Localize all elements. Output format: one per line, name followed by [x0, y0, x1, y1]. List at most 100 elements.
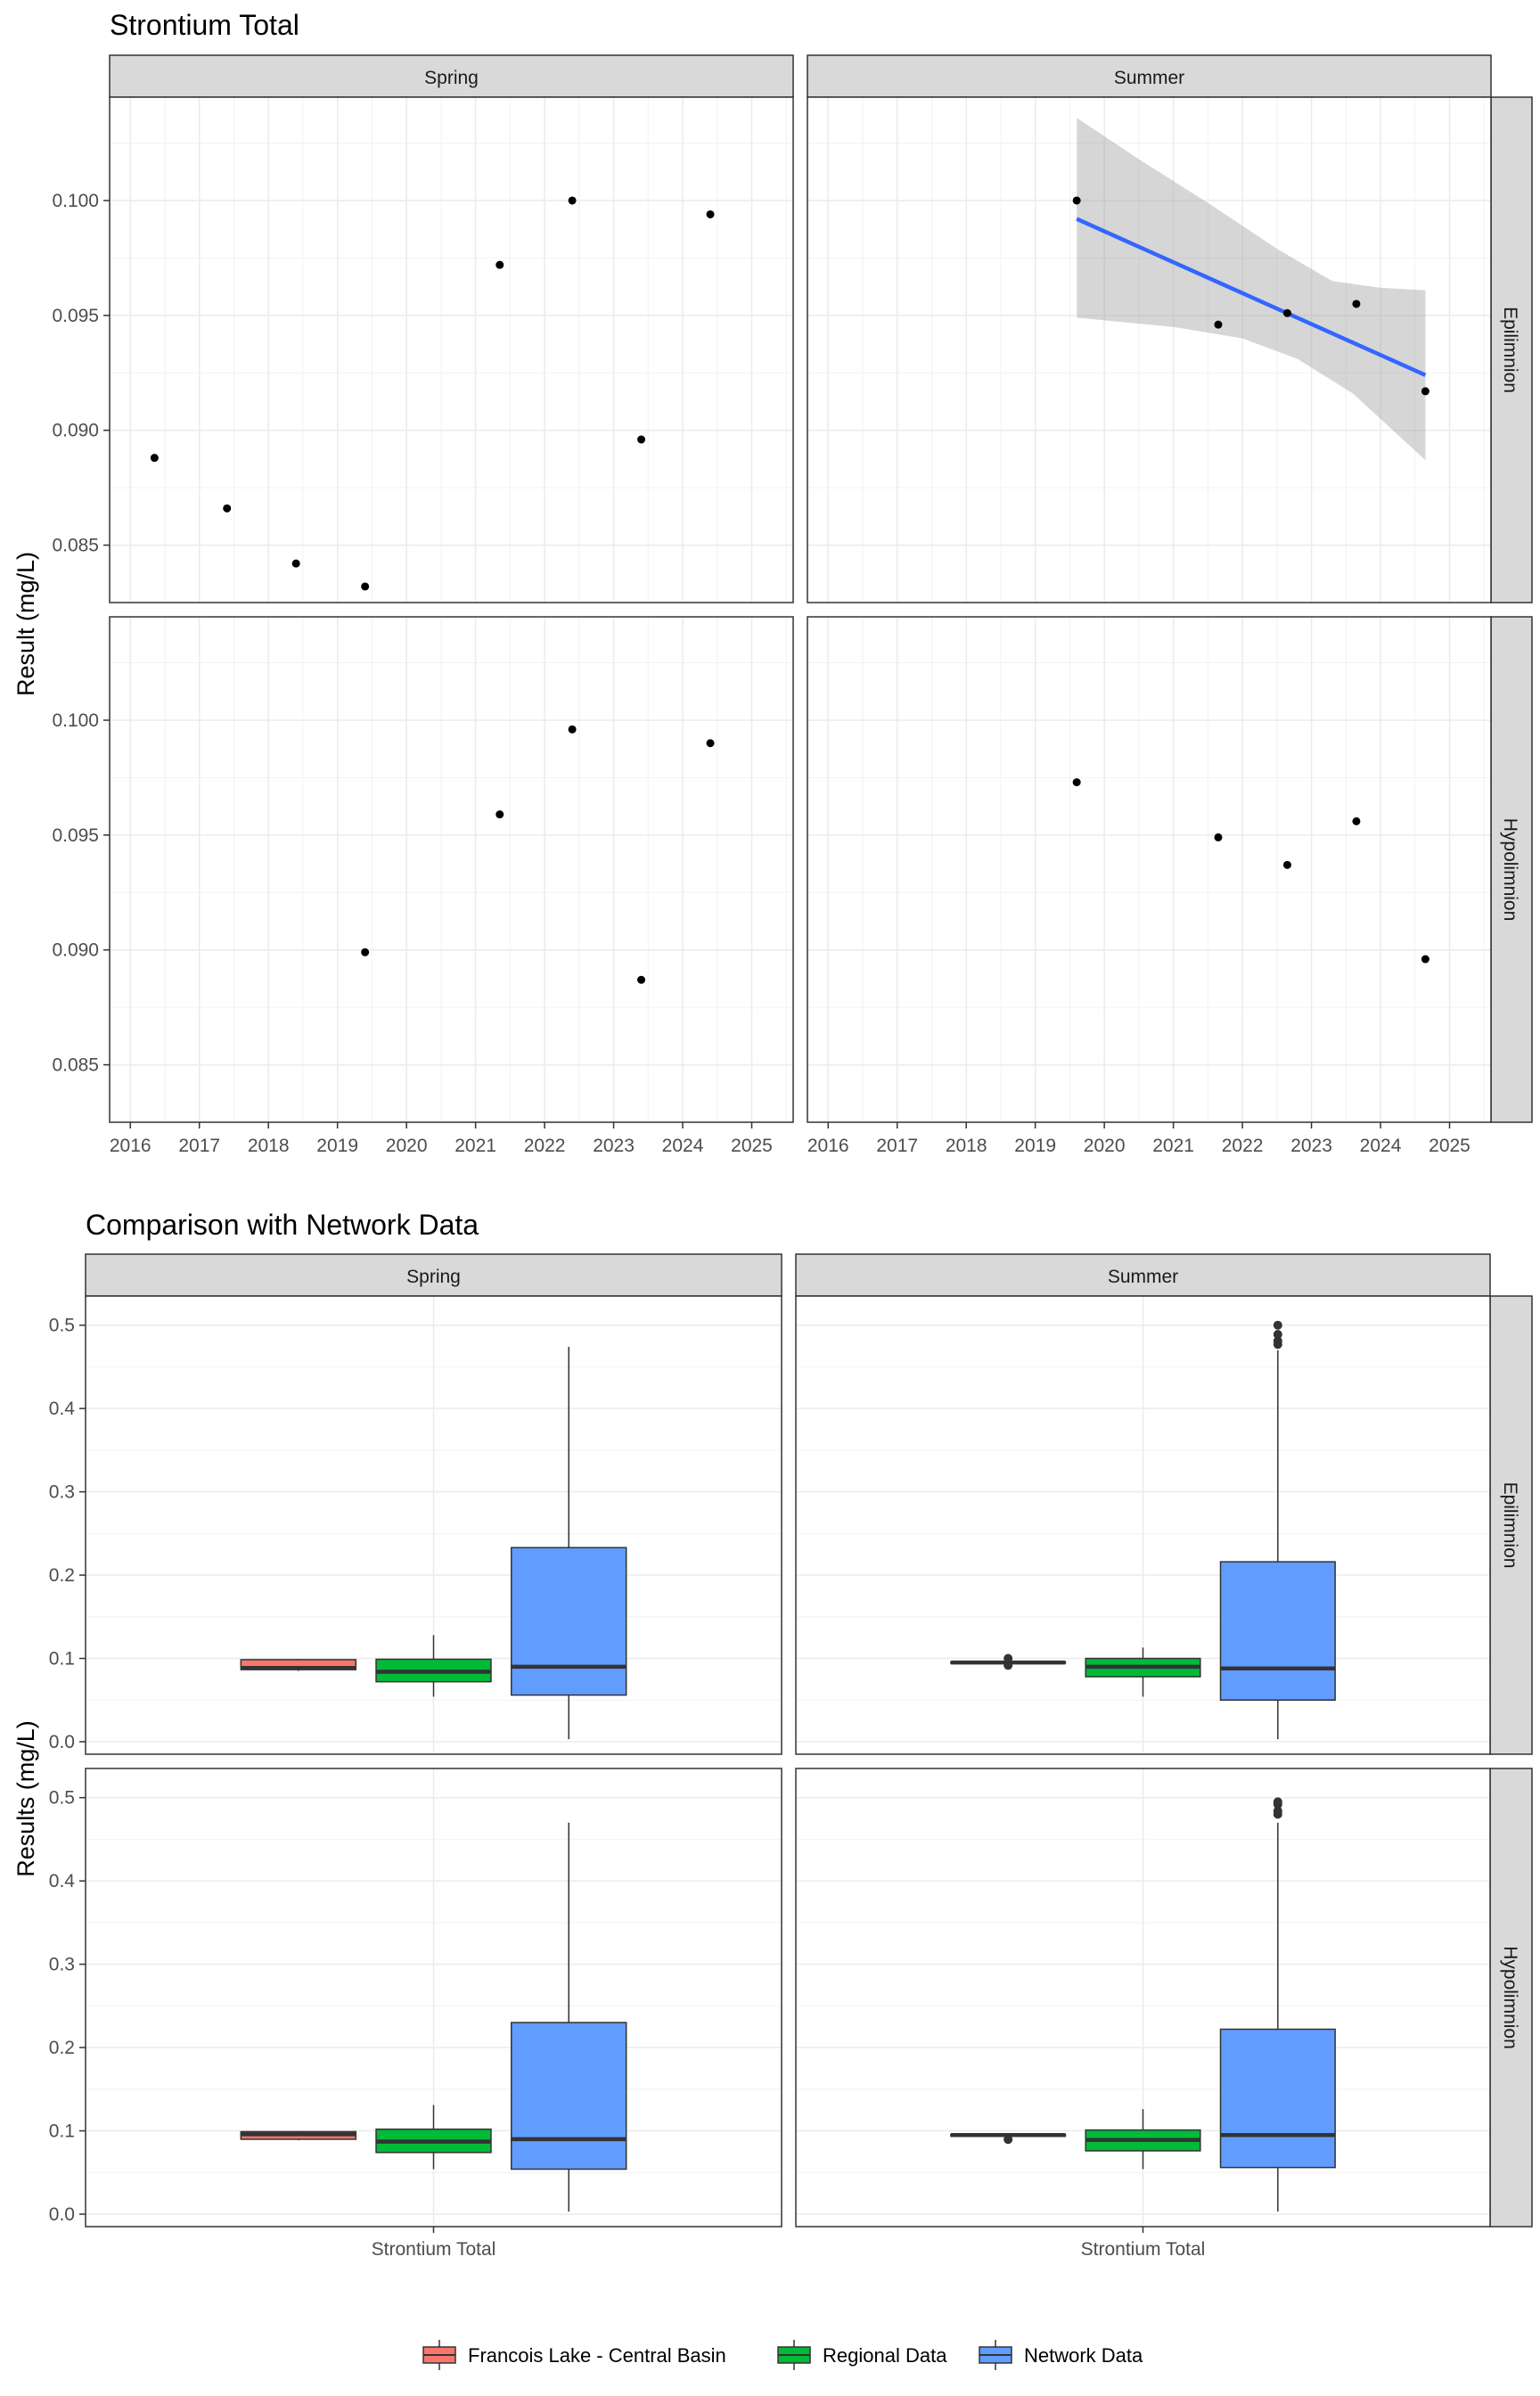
x-tick-label: 2017 — [178, 1136, 220, 1156]
box-y-axis-epilimnion: 0.0 0.1 0.2 0.3 0.4 0.5 — [49, 1316, 86, 1752]
panel-summer-hypolimnion — [807, 616, 1492, 1123]
strip-hypolimnion — [1490, 616, 1533, 1123]
data-point — [1352, 816, 1361, 825]
strip-spring-label: Spring — [424, 68, 479, 88]
x-tick-label: 2020 — [1084, 1136, 1126, 1156]
box-strip-epilimnion — [1489, 1295, 1533, 1755]
y-tick-label: 0.085 — [52, 1055, 99, 1076]
trend-line — [1076, 217, 1427, 377]
box-body — [1219, 1561, 1336, 1702]
y-tick-label: 0.095 — [52, 825, 99, 846]
data-point — [568, 196, 577, 205]
outlier-point — [1273, 1320, 1282, 1330]
y-tick-label: 0.090 — [52, 940, 99, 961]
box-chart: Comparison with Network Data Results (mg… — [12, 1209, 1533, 2260]
legend-item-network-data: Network Data — [979, 2340, 1143, 2370]
data-point — [1282, 860, 1291, 869]
y-tick-label: 0.5 — [49, 1788, 75, 1809]
box-x-tick-label-spring: Strontium Total — [372, 2239, 496, 2260]
data-point — [1072, 196, 1081, 205]
box-strip-spring-label: Spring — [406, 1267, 461, 1287]
x-tick-label: 2018 — [946, 1136, 987, 1156]
legend-item-francois-lake: Francois Lake - Central Basin — [422, 2340, 726, 2370]
strip-epilimnion — [1490, 96, 1533, 603]
data-point — [568, 725, 577, 734]
outlier-point — [1003, 1661, 1013, 1670]
box-network-data — [1219, 1797, 1336, 2212]
x-tick-label: 2018 — [248, 1136, 290, 1156]
data-point — [1352, 300, 1361, 308]
outlier-point — [1003, 1653, 1013, 1663]
legend-label-francois-lake: Francois Lake - Central Basin — [468, 2344, 726, 2367]
scatter-y-axis-label: Result (mg/L) — [12, 552, 39, 696]
x-tick-label: 2021 — [455, 1136, 496, 1156]
panel-border — [795, 1295, 1491, 1755]
panel-border — [109, 96, 794, 603]
box-network-data — [510, 1822, 627, 2212]
data-point — [223, 504, 232, 513]
data-point — [150, 454, 159, 463]
box-regional-data — [1085, 1647, 1201, 1697]
data-point — [1214, 320, 1223, 329]
y-tick-label: 0.085 — [52, 536, 99, 556]
legend-label-regional-data: Regional Data — [823, 2344, 947, 2367]
y-axis-hypolimnion: 0.085 0.090 0.095 0.100 — [52, 710, 110, 1076]
y-tick-label: 0.3 — [49, 1955, 75, 1975]
panel-background — [110, 617, 793, 1122]
outlier-point — [1273, 1329, 1282, 1339]
y-tick-label: 0.2 — [49, 2038, 75, 2058]
y-tick-label: 0.1 — [49, 2121, 75, 2142]
legend-item-regional-data: Regional Data — [777, 2340, 947, 2370]
box-strip-summer-label: Summer — [1108, 1267, 1178, 1287]
box-y-axis-hypolimnion: 0.0 0.1 0.2 0.3 0.4 0.5 — [49, 1788, 86, 2225]
data-point — [637, 435, 646, 444]
data-point — [706, 739, 715, 748]
box-chart-title: Comparison with Network Data — [86, 1209, 479, 1241]
legend: Francois Lake - Central Basin Regional D… — [422, 2340, 1143, 2370]
box-francois-lake-central-basin — [950, 2133, 1067, 2145]
box-francois-lake-central-basin — [240, 1658, 357, 1671]
box-network-data — [1219, 1320, 1336, 1740]
scatter-chart-title: Strontium Total — [110, 9, 299, 41]
box-panel-summer-hypolimnion — [795, 1768, 1491, 2228]
data-point — [361, 948, 370, 956]
panel-border — [807, 96, 1492, 603]
x-tick-label: 2020 — [386, 1136, 428, 1156]
y-tick-label: 0.0 — [49, 2204, 75, 2225]
x-tick-label: 2017 — [876, 1136, 918, 1156]
x-tick-label: 2023 — [593, 1136, 635, 1156]
strip-hypolimnion-label: Hypolimnion — [1500, 818, 1520, 922]
x-tick-label: 2025 — [1429, 1136, 1470, 1156]
data-point — [361, 582, 370, 591]
x-tick-label: 2022 — [524, 1136, 566, 1156]
y-tick-label: 0.0 — [49, 1732, 75, 1752]
panel-border — [85, 1295, 782, 1755]
box-francois-lake-central-basin — [950, 1653, 1067, 1670]
outlier-point — [1273, 1806, 1282, 1816]
panel-background — [807, 617, 1491, 1122]
box-regional-data — [1085, 2109, 1201, 2170]
box-panel-spring-epilimnion — [85, 1295, 782, 1755]
outlier-point — [1273, 1797, 1282, 1807]
data-point — [496, 810, 504, 819]
box-panel-spring-hypolimnion — [85, 1768, 782, 2228]
strip-summer-top — [807, 54, 1492, 98]
panel-background — [110, 97, 793, 603]
x-axis-spring: 2016 2017 2018 2019 2020 2021 2022 2023 2024 2025 — [110, 1122, 773, 1156]
x-axis-summer: 2016 2017 2018 2019 2020 2021 2022 2023 2024 2025 — [807, 1122, 1470, 1156]
strip-summer-label: Summer — [1114, 68, 1184, 88]
y-tick-label: 0.4 — [49, 1871, 76, 1891]
panel-spring-hypolimnion — [109, 616, 794, 1123]
y-tick-label: 0.090 — [52, 421, 99, 441]
panel-border — [807, 616, 1492, 1123]
x-tick-label: 2016 — [807, 1136, 849, 1156]
y-tick-label: 0.100 — [52, 710, 99, 731]
box-strip-spring — [85, 1253, 782, 1297]
x-tick-label: 2019 — [316, 1136, 358, 1156]
y-tick-label: 0.5 — [49, 1316, 75, 1336]
box-francois-lake-central-basin — [240, 2130, 357, 2141]
y-tick-label: 0.4 — [49, 1399, 76, 1419]
panel-border — [109, 616, 794, 1123]
scatter-chart: Strontium Total Result (mg/L) Spring Sum… — [12, 9, 1533, 1156]
